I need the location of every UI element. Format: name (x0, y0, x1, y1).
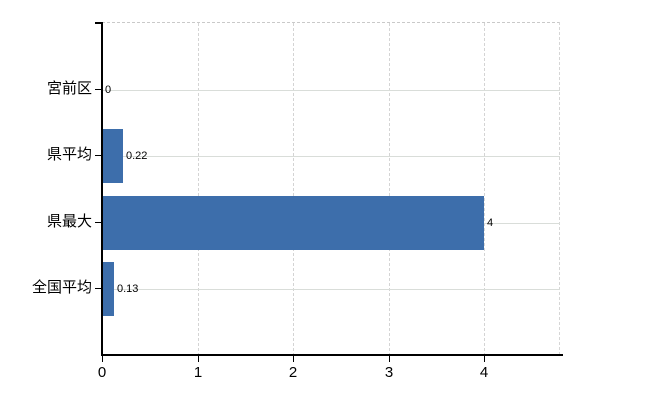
x-axis-tick (293, 355, 294, 362)
y-axis-tick (95, 155, 102, 156)
gridline-vertical (484, 23, 485, 356)
bar (102, 129, 123, 183)
bar-value-label: 0.13 (117, 283, 139, 295)
gridline-vertical (389, 23, 390, 356)
x-tick-label: 4 (479, 364, 489, 381)
category-label: 全国平均 (31, 279, 92, 296)
y-axis-tick (95, 22, 102, 24)
bar-value-label: 0.22 (126, 150, 148, 162)
bar-value-label: 4 (487, 217, 494, 229)
x-axis-tick (198, 355, 199, 362)
y-axis-line (101, 22, 103, 355)
bar-value-label: 0 (105, 84, 112, 96)
x-axis-tick (484, 355, 485, 362)
plot-area: 0 0.22 4 0.13 (102, 22, 560, 356)
gridline-horizontal (102, 156, 560, 157)
y-axis-tick (95, 288, 102, 289)
y-axis-tick (95, 89, 102, 90)
gridline-horizontal (102, 289, 560, 290)
category-label: 県最大 (46, 213, 92, 230)
x-axis-tick (102, 355, 103, 362)
gridline-vertical (198, 23, 199, 356)
x-axis-tick (389, 355, 390, 362)
bar (102, 262, 114, 316)
category-label: 県平均 (46, 146, 92, 163)
gridline-vertical (293, 23, 294, 356)
y-axis-tick (95, 222, 102, 223)
x-tick-label: 0 (97, 364, 107, 381)
x-tick-label: 1 (193, 364, 203, 381)
category-label: 宮前区 (46, 80, 92, 97)
x-axis-line (101, 354, 563, 356)
x-tick-label: 2 (288, 364, 298, 381)
x-tick-label: 3 (384, 364, 394, 381)
bar (102, 196, 484, 250)
gridline-horizontal (102, 90, 560, 91)
